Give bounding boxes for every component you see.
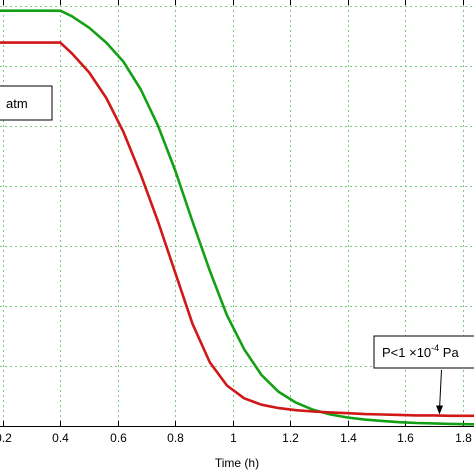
legend-box-text: atm xyxy=(6,96,28,111)
annotation-arrow xyxy=(439,369,442,410)
legend-box-frame xyxy=(0,85,53,121)
annotation-suffix: Pa xyxy=(439,345,459,360)
x-tick-labels: 0.2 0.4 0.6 0.8 1 1.2 1.4 1.6 1.8 xyxy=(0,431,472,445)
annotation-text: P<1 ×10-4 Pa xyxy=(382,343,459,360)
x-axis-label: Time (h) xyxy=(215,456,259,470)
annotation-prefix: P<1 ×10 xyxy=(382,345,431,360)
legend-box: atm xyxy=(0,85,53,121)
grid xyxy=(0,0,474,426)
pressure-annotation: P<1 ×10-4 Pa xyxy=(373,335,474,415)
x-tick-label: 1.2 xyxy=(282,431,299,445)
x-tick-label: 0.4 xyxy=(52,431,69,445)
annotation-box xyxy=(373,335,474,369)
annotation-exponent: -4 xyxy=(431,343,439,353)
series-line-2 xyxy=(0,41,474,418)
x-tick-label: 1.8 xyxy=(455,431,472,445)
annotation-arrowhead xyxy=(436,405,443,415)
x-tick-label: 0.2 xyxy=(0,431,12,445)
x-tick-label: 0.6 xyxy=(110,431,127,445)
series-line-1 xyxy=(0,9,474,426)
x-tick-label: 1.4 xyxy=(340,431,357,445)
x-tick-label: 0.8 xyxy=(167,431,184,445)
series xyxy=(0,9,474,426)
x-tick-label: 1.6 xyxy=(397,431,414,445)
x-tick-label: 1 xyxy=(230,431,237,445)
